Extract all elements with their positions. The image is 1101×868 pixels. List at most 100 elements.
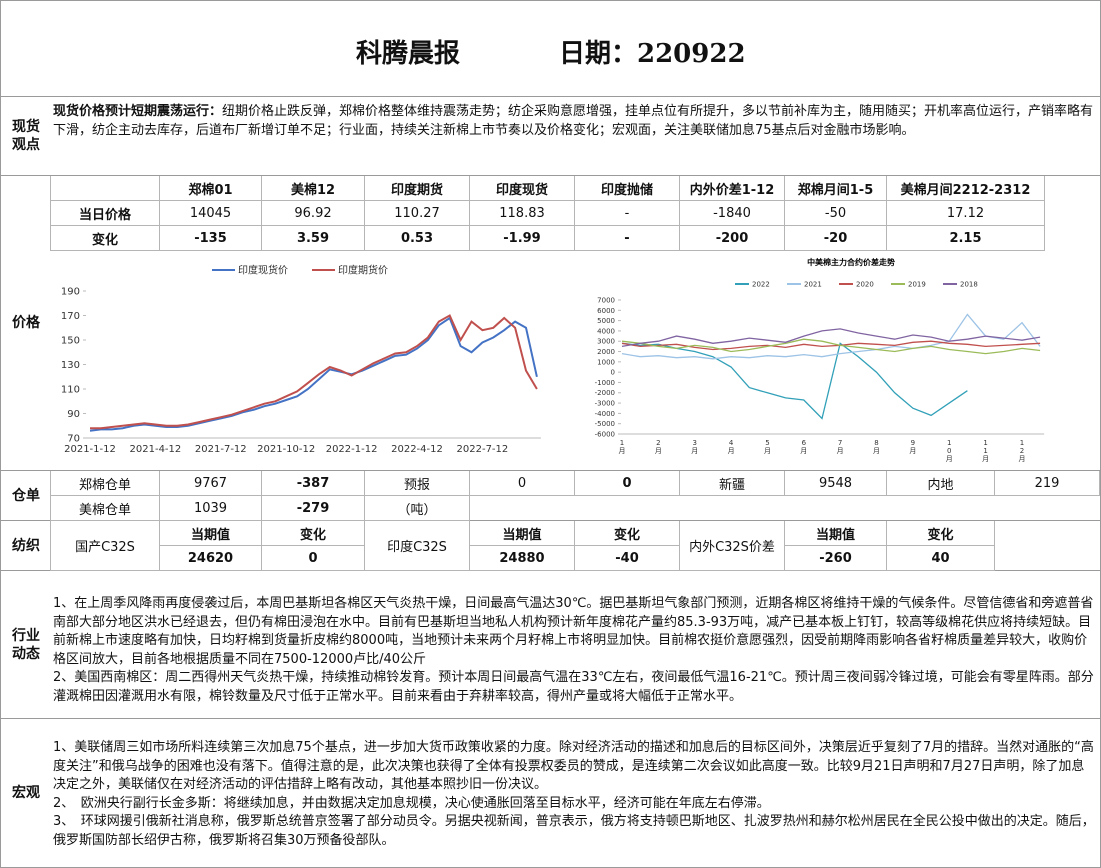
legend-label: 2022: [752, 280, 770, 288]
y-tick-label: 0: [611, 369, 615, 377]
textile-name: 国产C32S: [50, 521, 160, 571]
series-line: [621, 340, 1041, 351]
warehouse-cell: 0: [575, 471, 680, 496]
price-value: 118.83: [470, 201, 575, 226]
textile-value: 24880: [470, 546, 575, 571]
paragraph: 3、 环球网援引俄新社消息称，俄罗斯总统普京签署了部分动员令。另据央视新闻，普京…: [53, 814, 1095, 848]
section-label: 行业动态: [12, 627, 40, 662]
price-value: -20: [785, 226, 887, 251]
row-label: 当日价格: [50, 201, 160, 226]
price-value: 14045: [160, 201, 262, 226]
price-value: -: [575, 201, 680, 226]
column-header: 郑棉01: [160, 176, 262, 201]
x-tick-label: 2021-1-12: [64, 444, 116, 455]
legend-label: 2019: [908, 280, 926, 288]
textile-header: 变化: [575, 521, 680, 546]
y-tick-label: 2000: [597, 348, 615, 356]
textile-name: 印度C32S: [365, 521, 470, 571]
x-tick-label: 2021-4-12: [130, 444, 182, 455]
series-line: [90, 314, 538, 430]
series-line: [621, 313, 1041, 360]
y-tick-label: 6000: [597, 307, 615, 315]
industry-section: 行业动态 1、在上周季风降雨再度侵袭过后，本周巴基斯坦各棉区天气炎热干燥，日间最…: [0, 570, 1101, 719]
price-value: -: [575, 226, 680, 251]
y-tick-label: 1000: [597, 358, 615, 366]
y-tick-label: 150: [61, 336, 80, 347]
y-tick-label: -1000: [595, 379, 615, 387]
x-tick-label: 2月: [654, 439, 662, 455]
column-header: 印度现货: [470, 176, 575, 201]
price-value: 110.27: [365, 201, 470, 226]
y-tick-label: 5000: [597, 317, 615, 325]
x-tick-label: 1月: [618, 439, 626, 455]
legend-label: 2021: [804, 280, 822, 288]
paragraph: 2、 欧洲央行副行长金多斯：将继续加息，并由数据决定加息规模，决心使通胀回落至目…: [53, 795, 770, 811]
macro-text: 1、美联储周三如市场所料连续第三次加息75个基点，进一步加大货币政策收紧的力度。…: [53, 739, 1097, 850]
column-header: 美棉12: [262, 176, 365, 201]
textile-header: 变化: [262, 521, 365, 546]
y-tick-label: -4000: [595, 410, 615, 418]
warehouse-cell: 0: [470, 471, 575, 496]
textile-header: 当期值: [160, 521, 262, 546]
y-tick-label: 3000: [597, 338, 615, 346]
y-tick-label: 4000: [597, 327, 615, 335]
y-tick-label: -5000: [595, 420, 615, 428]
warehouse-cell: 1039: [160, 496, 262, 521]
y-tick-label: 110: [61, 385, 80, 396]
warehouse-cell: 9548: [785, 471, 887, 496]
column-header: 内外价差1-12: [680, 176, 785, 201]
column-header: 郑棉月间1-5: [785, 176, 887, 201]
warehouse-cell: （吨）: [365, 496, 470, 521]
textile-value: -40: [575, 546, 680, 571]
row-label: 变化: [50, 226, 160, 251]
warehouse-cell: -279: [262, 496, 365, 521]
x-tick-label: 2022-7-12: [457, 444, 509, 455]
price-value: -1840: [680, 201, 785, 226]
warehouse-cell: 预报: [365, 471, 470, 496]
y-tick-label: 90: [67, 409, 80, 420]
x-tick-label: 2021-7-12: [195, 444, 247, 455]
y-tick-label: -2000: [595, 389, 615, 397]
textile-value: -260: [785, 546, 887, 571]
warehouse-cell: 郑棉仓单: [50, 471, 160, 496]
warehouse-cell: 内地: [887, 471, 995, 496]
y-tick-label: 70: [67, 434, 80, 445]
warehouse-cell: 9767: [160, 471, 262, 496]
x-tick-label: 2022-4-12: [391, 444, 443, 455]
price-value: 0.53: [365, 226, 470, 251]
section-label: 现货观点: [12, 119, 40, 153]
paragraph: 1、美联储周三如市场所料连续第三次加息75个基点，进一步加大货币政策收紧的力度。…: [53, 740, 1094, 792]
price-value: -135: [160, 226, 262, 251]
x-tick-label: 3月: [691, 439, 699, 455]
y-tick-label: 7000: [597, 296, 615, 304]
price-value: 2.15: [887, 226, 1045, 251]
textile-name: 内外C32S价差: [680, 521, 785, 571]
legend-label: 2018: [960, 280, 978, 288]
chart-title: 中美棉主力合约价差走势: [807, 257, 895, 267]
textile-header: 当期值: [470, 521, 575, 546]
textile-value: 0: [262, 546, 365, 571]
spot-section: 现货观点 现货价格预计短期震荡运行：纽期价格止跌反弹，郑棉价格整体维持震荡走势；…: [0, 96, 1101, 176]
series-line: [89, 316, 538, 432]
table-cell: [50, 176, 160, 201]
price-value: 96.92: [262, 201, 365, 226]
column-header: 美棉月间2212-2312: [887, 176, 1045, 201]
y-tick-label: 130: [61, 360, 80, 371]
textile-header: 变化: [887, 521, 995, 546]
x-tick-label: 4月: [727, 439, 735, 455]
x-tick-label: 2022-1-12: [326, 444, 378, 455]
section-label: 价格: [12, 315, 40, 331]
x-tick-label: 8月: [873, 439, 881, 455]
warehouse-cell: -387: [262, 471, 365, 496]
y-tick-label: -6000: [595, 430, 615, 438]
textile-value: 24620: [160, 546, 262, 571]
series-line: [621, 338, 1041, 355]
header: 科腾晨报 日期：220922: [0, 0, 1101, 97]
x-tick-label: 7月: [836, 439, 844, 455]
price-value: -1.99: [470, 226, 575, 251]
warehouse-cell: 美棉仓单: [50, 496, 160, 521]
spot-text: 现货价格预计短期震荡运行：纽期价格止跌反弹，郑棉价格整体维持震荡走势；纺企采购意…: [53, 103, 1097, 140]
legend-label: 印度现货价: [238, 264, 288, 277]
charts: 70 90 110 130 150 170 190 2021-1-12 2021-4-12 202…: [61, 257, 1045, 463]
